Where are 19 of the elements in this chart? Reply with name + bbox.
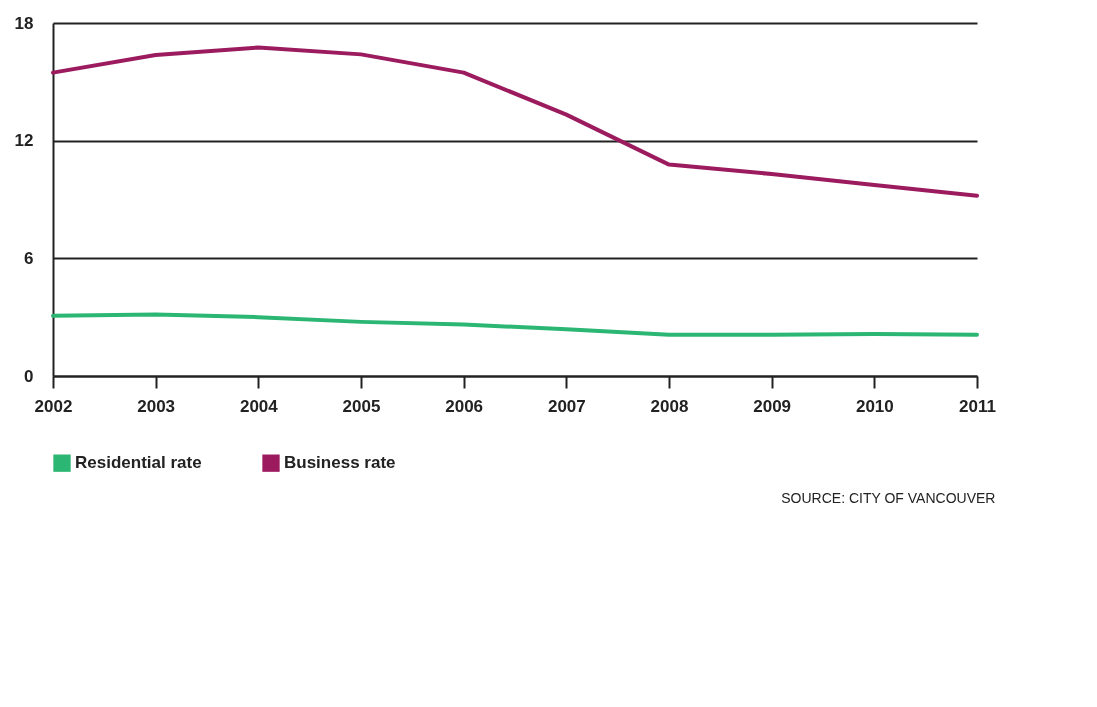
- legend-label: Residential rate: [75, 453, 202, 473]
- x-tick-label: 2004: [239, 396, 279, 416]
- x-tick-label: 2009: [753, 396, 792, 416]
- x-tick-label: 2007: [547, 396, 586, 416]
- line-series: [51, 45, 979, 198]
- x-tick-label: 2010: [855, 396, 894, 416]
- y-tick-label: 12: [14, 131, 34, 151]
- x-tick-label: 2011: [959, 396, 996, 416]
- x-tick-label: 2005: [342, 396, 381, 416]
- y-tick-label: 18: [14, 13, 34, 33]
- x-tick-label: 2008: [650, 396, 689, 416]
- line-series: [51, 312, 979, 337]
- source-note: SOURCE: CITY OF VANCOUVER: [781, 490, 996, 506]
- x-tick-label: 2006: [445, 396, 484, 416]
- x-tick-label: 2002: [34, 396, 73, 416]
- legend-label: Business rate: [284, 453, 396, 473]
- y-tick-label: 6: [24, 248, 34, 268]
- x-tick-label: 2003: [137, 396, 176, 416]
- y-tick-label: 0: [24, 366, 34, 386]
